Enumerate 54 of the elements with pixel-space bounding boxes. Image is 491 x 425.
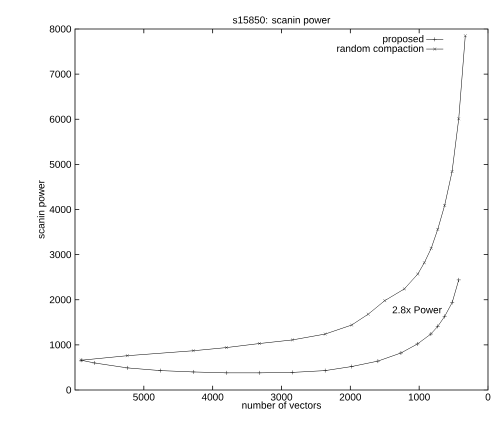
point — [450, 170, 454, 174]
x-tick-label: 3000 — [270, 394, 292, 401]
x-tick-label: 5000 — [133, 394, 155, 401]
point — [436, 324, 440, 329]
point — [442, 314, 447, 319]
point — [422, 261, 426, 264]
legend-label: proposed — [383, 34, 424, 44]
point — [443, 204, 446, 208]
annotation: 2.8x Power — [392, 306, 442, 314]
chart-title: s15850: scanin power — [232, 16, 330, 26]
y-tick-label: 1000 — [50, 341, 72, 348]
x-tick-label: 1000 — [408, 394, 430, 401]
x-tick-label: 0 — [486, 394, 490, 401]
y-tick-label: 6000 — [50, 116, 72, 123]
point — [436, 228, 440, 231]
x-tick-label: 4000 — [202, 394, 224, 401]
x-tick-label: 2000 — [340, 394, 362, 401]
y-tick-label: 4000 — [50, 206, 72, 214]
point — [224, 346, 228, 350]
point — [416, 272, 420, 276]
point — [192, 349, 195, 352]
point — [350, 323, 354, 327]
point — [450, 300, 454, 305]
y-axis-title: scanin power — [37, 180, 46, 239]
point — [428, 332, 434, 336]
point — [457, 117, 460, 120]
point — [383, 299, 386, 302]
point — [224, 370, 229, 376]
point — [290, 370, 295, 375]
point — [415, 342, 420, 346]
y-tick-label: 7000 — [50, 70, 72, 78]
point — [126, 354, 129, 358]
legend-label: random compaction — [337, 44, 424, 54]
point — [366, 312, 370, 316]
point — [398, 350, 404, 356]
point — [402, 287, 406, 291]
point — [258, 342, 262, 346]
point — [350, 364, 354, 369]
point — [324, 332, 327, 336]
point — [191, 370, 196, 374]
y-tick-label: 3000 — [50, 251, 72, 258]
y-tick-label: 8000 — [50, 25, 72, 33]
point — [430, 246, 433, 250]
x-axis-title: number of vectors — [242, 401, 321, 409]
point — [290, 338, 294, 342]
point — [376, 358, 380, 364]
point — [158, 368, 163, 373]
y-tick-label: 5000 — [50, 160, 72, 168]
y-tick-label: 2000 — [50, 296, 72, 304]
point — [125, 366, 130, 370]
point — [257, 370, 262, 376]
point — [92, 360, 96, 366]
point — [323, 368, 328, 373]
y-tick-label: 0 — [66, 386, 72, 394]
